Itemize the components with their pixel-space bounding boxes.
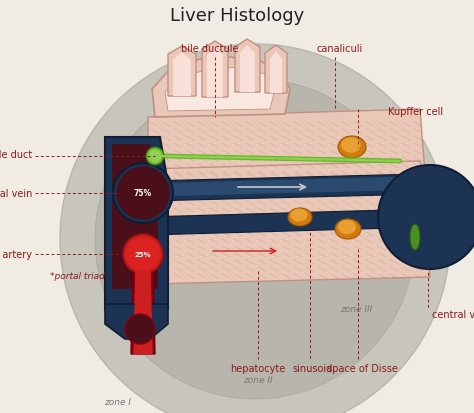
Text: space of Disse: space of Disse bbox=[327, 363, 397, 373]
Polygon shape bbox=[235, 40, 260, 93]
Polygon shape bbox=[148, 209, 430, 235]
Text: *hepatic artery: *hepatic artery bbox=[0, 249, 32, 259]
Circle shape bbox=[127, 238, 159, 271]
Text: hepatocyte: hepatocyte bbox=[230, 363, 286, 373]
Polygon shape bbox=[202, 42, 228, 98]
Text: *bile duct: *bile duct bbox=[0, 150, 32, 159]
Text: zone I: zone I bbox=[104, 397, 131, 406]
Circle shape bbox=[125, 314, 155, 344]
Text: zone II: zone II bbox=[243, 375, 273, 384]
Text: central vein: central vein bbox=[432, 309, 474, 319]
Circle shape bbox=[378, 166, 474, 269]
Polygon shape bbox=[105, 138, 168, 309]
Text: bile ductule: bile ductule bbox=[181, 44, 239, 54]
Text: 25%: 25% bbox=[135, 252, 151, 257]
Text: Kupffer cell: Kupffer cell bbox=[388, 107, 443, 117]
Text: Liver Histology: Liver Histology bbox=[170, 7, 304, 25]
Circle shape bbox=[149, 151, 161, 163]
Polygon shape bbox=[240, 46, 255, 93]
Polygon shape bbox=[265, 46, 287, 94]
Polygon shape bbox=[148, 175, 425, 202]
Text: *portal vein: *portal vein bbox=[0, 189, 32, 199]
Polygon shape bbox=[165, 68, 275, 112]
Ellipse shape bbox=[342, 138, 360, 153]
Circle shape bbox=[113, 164, 173, 223]
Polygon shape bbox=[148, 110, 425, 182]
Circle shape bbox=[60, 45, 450, 413]
Polygon shape bbox=[168, 47, 196, 97]
Polygon shape bbox=[131, 267, 155, 354]
Polygon shape bbox=[148, 178, 420, 197]
Ellipse shape bbox=[335, 219, 361, 240]
Polygon shape bbox=[148, 161, 430, 218]
Polygon shape bbox=[134, 267, 152, 354]
Circle shape bbox=[95, 80, 415, 399]
Circle shape bbox=[123, 235, 163, 274]
Ellipse shape bbox=[410, 224, 420, 250]
Circle shape bbox=[117, 168, 169, 219]
Circle shape bbox=[146, 147, 164, 166]
Polygon shape bbox=[105, 304, 168, 339]
Ellipse shape bbox=[338, 137, 366, 159]
Ellipse shape bbox=[288, 209, 312, 226]
Text: *portal triad: *portal triad bbox=[50, 271, 105, 280]
Text: 75%: 75% bbox=[134, 189, 152, 198]
Polygon shape bbox=[270, 52, 282, 94]
Text: sinusoid: sinusoid bbox=[293, 363, 333, 373]
Polygon shape bbox=[148, 219, 430, 284]
Text: canaliculi: canaliculi bbox=[317, 44, 363, 54]
Polygon shape bbox=[152, 58, 290, 118]
Polygon shape bbox=[112, 145, 158, 289]
Text: zone III: zone III bbox=[340, 304, 372, 313]
Polygon shape bbox=[173, 53, 191, 97]
Ellipse shape bbox=[338, 221, 356, 234]
Polygon shape bbox=[207, 48, 223, 98]
Ellipse shape bbox=[291, 210, 307, 221]
